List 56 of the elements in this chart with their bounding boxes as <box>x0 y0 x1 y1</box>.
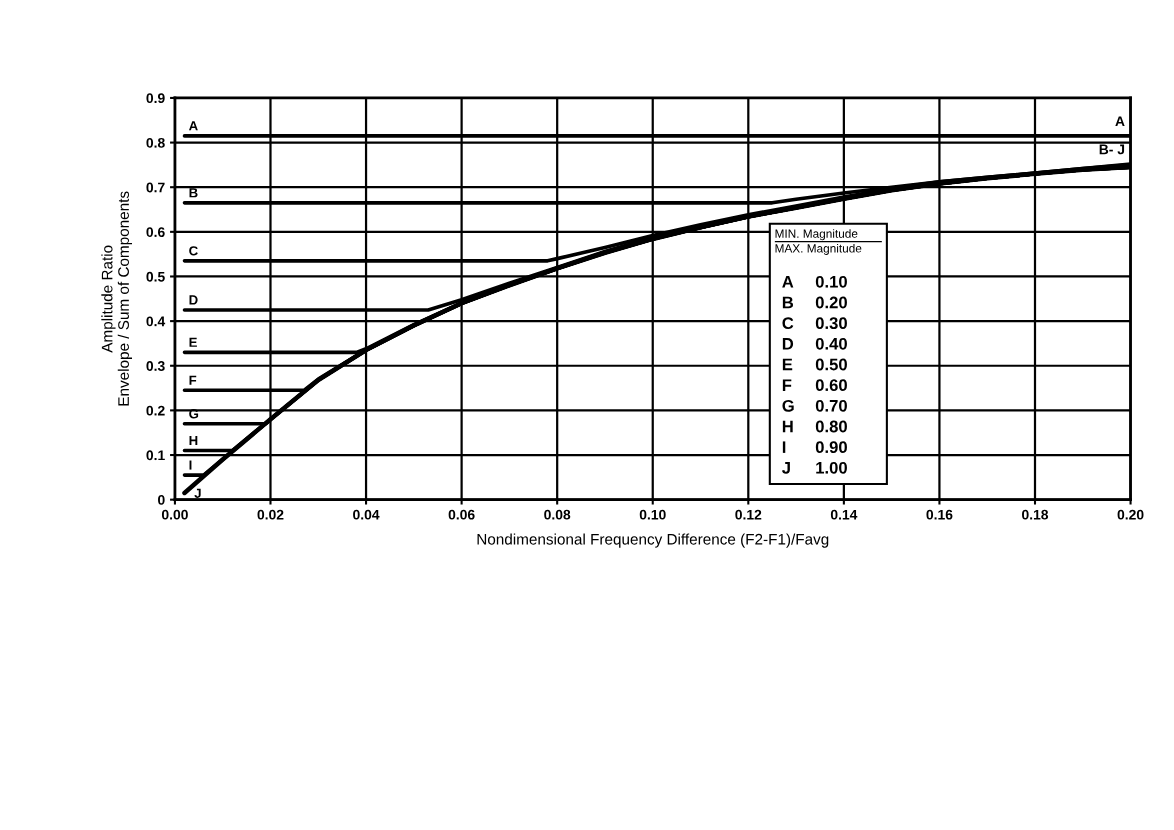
x-tick-label: 0.14 <box>830 509 858 520</box>
annotation: 0.50 <box>815 358 847 371</box>
y-tick-label: 0.4 <box>146 316 166 327</box>
x-tick-label: 0.00 <box>161 509 188 520</box>
annotation: E <box>782 358 793 371</box>
annotation: MIN. Magnitude <box>775 229 858 241</box>
annotation: 0.10 <box>815 275 847 288</box>
y-tick-label: 0.6 <box>146 227 165 238</box>
series-label: I <box>189 460 192 470</box>
y-tick-label: 0.3 <box>146 361 165 371</box>
x-tick-label: 0.02 <box>257 509 284 520</box>
x-tick-label: 0.12 <box>735 509 762 520</box>
y-tick-label: 0.8 <box>146 137 165 148</box>
annotation: H <box>782 420 793 433</box>
annotation: B- J <box>1099 144 1125 155</box>
annotation: D <box>782 338 794 350</box>
y-tick-label: 0.9 <box>146 93 165 104</box>
annotation: 0.90 <box>815 441 847 454</box>
x-tick-label: 0.18 <box>1022 509 1049 520</box>
x-axis-title: Nondimensional Frequency Difference (F2-F1)/Favg <box>477 533 829 548</box>
annotation: I <box>782 441 786 453</box>
series-label: E <box>189 337 197 347</box>
x-tick-label: 0.08 <box>544 509 571 520</box>
annotation: 0.60 <box>815 379 847 392</box>
y-tick-label: 0.2 <box>146 405 165 416</box>
x-tick-label: 0.04 <box>353 509 380 520</box>
y-axis-title: Amplitude Ratio Envelope / Sum of Components <box>101 191 133 406</box>
series-label: A <box>188 121 198 131</box>
annotation: G <box>782 399 794 412</box>
series-label: C <box>189 246 198 256</box>
x-tick-label: 0.20 <box>1117 509 1144 520</box>
legend-label: B <box>189 188 198 198</box>
annotation: 0.80 <box>815 420 847 433</box>
y-tick-label: 0.1 <box>146 450 165 461</box>
x-tick-label: 0.10 <box>639 509 666 520</box>
series-label: D <box>189 295 198 305</box>
annotation: 0.30 <box>815 317 847 330</box>
series-label: F <box>189 375 197 385</box>
annotation: A <box>1115 116 1125 127</box>
annotation: B <box>782 296 794 309</box>
y-tick-label: 0.7 <box>146 182 165 193</box>
annotation: MAX. Magnitude <box>775 243 862 255</box>
x-tick-label: 0.16 <box>926 509 953 520</box>
annotation: 1.00 <box>816 461 847 474</box>
x-tick-label: 0.06 <box>448 509 475 520</box>
annotation: J <box>782 462 790 474</box>
annotation: C <box>782 317 794 330</box>
legend-label: J <box>194 488 201 498</box>
annotation: 0.70 <box>815 399 847 412</box>
annotation: 0.40 <box>815 337 847 350</box>
series-label: H <box>189 435 198 446</box>
annotation: 0.20 <box>815 296 847 309</box>
annotation: F <box>782 379 792 391</box>
y-tick-label: 0 <box>158 494 165 505</box>
annotation: A <box>782 276 794 288</box>
y-tick-label: 0.5 <box>146 271 165 282</box>
